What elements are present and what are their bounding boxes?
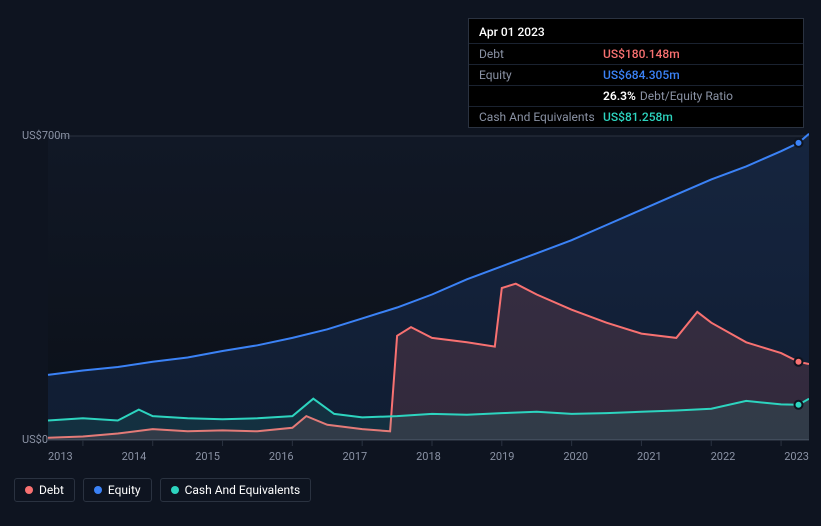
legend-label: Cash And Equivalents [185,483,301,497]
tooltip-row: EquityUS$684.305m [469,64,803,85]
x-axis-label: 2014 [122,450,147,463]
x-axis-label: 2019 [490,450,515,463]
chart-legend: Debt Equity Cash And Equivalents [14,478,311,502]
legend-item-cash-and-equivalents[interactable]: Cash And Equivalents [160,478,312,502]
y-axis-label: US$0 [22,433,48,446]
legend-item-debt[interactable]: Debt [14,478,75,502]
x-axis-label: 2023 [784,450,809,463]
tooltip-row: 26.3% Debt/Equity Ratio [469,85,803,106]
y-axis-label: US$700m [22,129,70,142]
x-axis-labels: 2013 2014 2015 2016 2017 2018 2019 2020 2021 2022… [48,450,809,463]
x-axis-label: 2021 [637,450,662,463]
chart-tooltip: Apr 01 2023 DebtUS$180.148mEquityUS$684.… [468,18,804,128]
x-axis-label: 2016 [269,450,294,463]
legend-label: Equity [108,483,141,497]
chart-svg [12,120,809,475]
tooltip-row-pct-label: Debt/Equity Ratio [640,89,733,103]
legend-dot [171,486,179,494]
x-axis-label: 2020 [563,450,588,463]
tooltip-row-value: US$684.305m [603,68,680,82]
tooltip-row-label: Equity [479,68,603,82]
legend-dot [94,486,102,494]
x-axis-label: 2017 [343,450,368,463]
financials-chart: US$700m US$0 2013 2014 2015 2016 2017 2018 2019… [12,120,809,475]
x-axis-label: 2022 [711,450,736,463]
legend-label: Debt [39,483,64,497]
tooltip-row-label: Debt [479,47,603,61]
tooltip-row-value: US$180.148m [603,47,680,61]
tooltip-date: Apr 01 2023 [469,19,803,43]
tooltip-row-label [479,89,603,103]
x-axis-label: 2018 [416,450,441,463]
legend-item-equity[interactable]: Equity [83,478,152,502]
x-axis-label: 2013 [48,450,73,463]
tooltip-row: DebtUS$180.148m [469,43,803,64]
x-axis-label: 2015 [195,450,220,463]
tooltip-row-pct: 26.3% [603,89,636,103]
legend-dot [25,486,33,494]
